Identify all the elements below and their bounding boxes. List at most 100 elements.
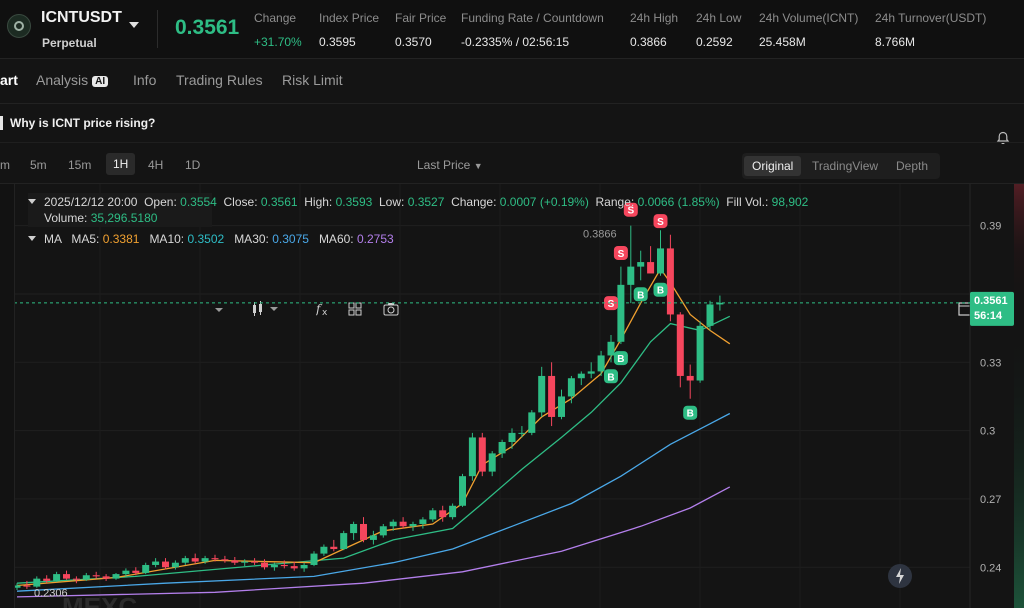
- candle-body: [459, 476, 466, 506]
- screenshot-camera-icon[interactable]: [383, 302, 399, 316]
- candle-body: [399, 521, 407, 527]
- candle-body: [23, 585, 31, 587]
- stat-value: 0.2592: [696, 35, 733, 49]
- ma30-value: 0.3075: [272, 232, 309, 246]
- interval-1d[interactable]: 1D: [185, 158, 201, 172]
- marker-label: S: [657, 217, 664, 228]
- contract-type: Perpetual: [42, 36, 97, 50]
- ma60-value: 0.2753: [356, 232, 394, 246]
- candle-body: [191, 558, 199, 562]
- moving-average-lines: [16, 267, 731, 598]
- interval-15m[interactable]: 15m: [68, 158, 92, 172]
- stat-24h-low: 24h Low 0.2592: [696, 11, 741, 49]
- price-type-select[interactable]: Last Price ▼: [417, 158, 483, 172]
- candle-body: [439, 510, 447, 518]
- marker-label: B: [617, 354, 624, 365]
- candle-body: [221, 559, 229, 561]
- stat-value: 0.3866: [630, 35, 667, 49]
- stat-value: -0.2335% / 02:56:15: [461, 35, 570, 49]
- marker-label: B: [607, 372, 614, 383]
- candle-body: [201, 558, 209, 562]
- ohlc-info-background: [28, 193, 212, 227]
- layout-icon[interactable]: [348, 302, 362, 316]
- svg-text:f: f: [316, 302, 323, 316]
- ma60-line: [16, 486, 731, 598]
- candle-body: [330, 546, 338, 550]
- candle-type-icon[interactable]: [251, 301, 281, 317]
- view-depth[interactable]: Depth: [896, 159, 929, 173]
- candle-body: [419, 519, 427, 524]
- candle-body: [528, 412, 536, 433]
- banner-text[interactable]: Why is ICNT price rising?: [10, 116, 156, 130]
- marker-label: S: [627, 206, 634, 217]
- low-value: 0.3527: [407, 195, 445, 209]
- candle-body: [300, 564, 308, 569]
- candle-body: [122, 570, 130, 575]
- interval-dropdown-icon[interactable]: [214, 306, 224, 314]
- symbol-dropdown-icon[interactable]: [129, 22, 139, 28]
- stat-24h-volume: 24h Volume(ICNT) 25.458M: [759, 11, 858, 49]
- collapse-icon[interactable]: [28, 199, 36, 204]
- candle-body: [389, 521, 397, 527]
- tab-chart[interactable]: art: [0, 72, 18, 88]
- stat-label: 24h Low: [696, 11, 742, 25]
- candle-body: [13, 585, 21, 588]
- interval-1h[interactable]: 1H: [106, 153, 136, 175]
- candle-body: [657, 248, 664, 274]
- ma30-line: [16, 412, 731, 592]
- stat-index-price: Index Price 0.3595: [319, 11, 379, 49]
- interval-4h[interactable]: 4H: [148, 158, 164, 172]
- buy-marker: [613, 351, 628, 366]
- candle-body: [162, 561, 169, 568]
- axis-gradient-green: [1014, 320, 1024, 608]
- price-insight-banner[interactable]: Why is ICNT price rising?: [0, 104, 1024, 143]
- candle-body: [597, 355, 605, 372]
- candle-body: [686, 375, 694, 381]
- price-type-label: Last Price: [417, 158, 471, 172]
- candle-body: [676, 314, 684, 376]
- stat-label: Change: [254, 11, 297, 25]
- low-price-label: 0.2306: [34, 588, 68, 600]
- candle-body: [647, 262, 655, 274]
- candle-body: [310, 553, 318, 565]
- tab-trading-rules[interactable]: Trading Rules: [176, 72, 263, 88]
- buy-marker: [683, 405, 698, 420]
- view-original[interactable]: Original: [744, 156, 802, 176]
- interval-1m[interactable]: m: [0, 158, 10, 172]
- stat-label: Fair Price: [395, 11, 447, 25]
- panel-tabs: art Analysis AI Info Trading Rules Risk L…: [0, 59, 1024, 145]
- candle-body: [369, 535, 377, 540]
- candle-body: [360, 523, 367, 540]
- candle-body: [152, 561, 160, 565]
- candle-body: [716, 302, 724, 305]
- view-tradingview[interactable]: TradingView: [812, 159, 879, 173]
- tab-analysis[interactable]: Analysis AI: [36, 72, 109, 88]
- tab-info[interactable]: Info: [133, 72, 157, 88]
- stat-funding-rate[interactable]: Funding Rate / Countdown -0.2335% / 02:5…: [461, 11, 604, 49]
- candle-body: [290, 566, 298, 569]
- drawing-tools-bar[interactable]: [0, 184, 15, 608]
- sell-marker: [653, 214, 668, 229]
- chart-grid: [14, 184, 971, 608]
- candle-body: [72, 578, 80, 580]
- ma5-label: MA5:: [71, 232, 100, 246]
- stat-24h-turnover: 24h Turnover(USDT) 8.766M: [875, 11, 986, 49]
- lightning-icon[interactable]: [896, 568, 904, 584]
- symbol-name[interactable]: ICNTUSDT: [41, 9, 122, 26]
- interval-5m[interactable]: 5m: [30, 158, 47, 172]
- axis-gradient-red: [1014, 184, 1024, 320]
- tab-risk-limit[interactable]: Risk Limit: [282, 72, 343, 88]
- marker-label: B: [657, 286, 664, 297]
- y-tick-label: 0.24: [980, 562, 1001, 574]
- fill-vol-label: Fill Vol.:: [726, 195, 769, 209]
- ai-badge-icon: AI: [92, 76, 109, 87]
- candle-body: [280, 564, 288, 567]
- candle-body: [261, 562, 268, 568]
- candle-body: [468, 437, 476, 477]
- ma-collapse-icon[interactable]: [28, 236, 36, 241]
- price-type-dropdown-icon: ▼: [473, 161, 483, 171]
- candle-body: [231, 560, 239, 563]
